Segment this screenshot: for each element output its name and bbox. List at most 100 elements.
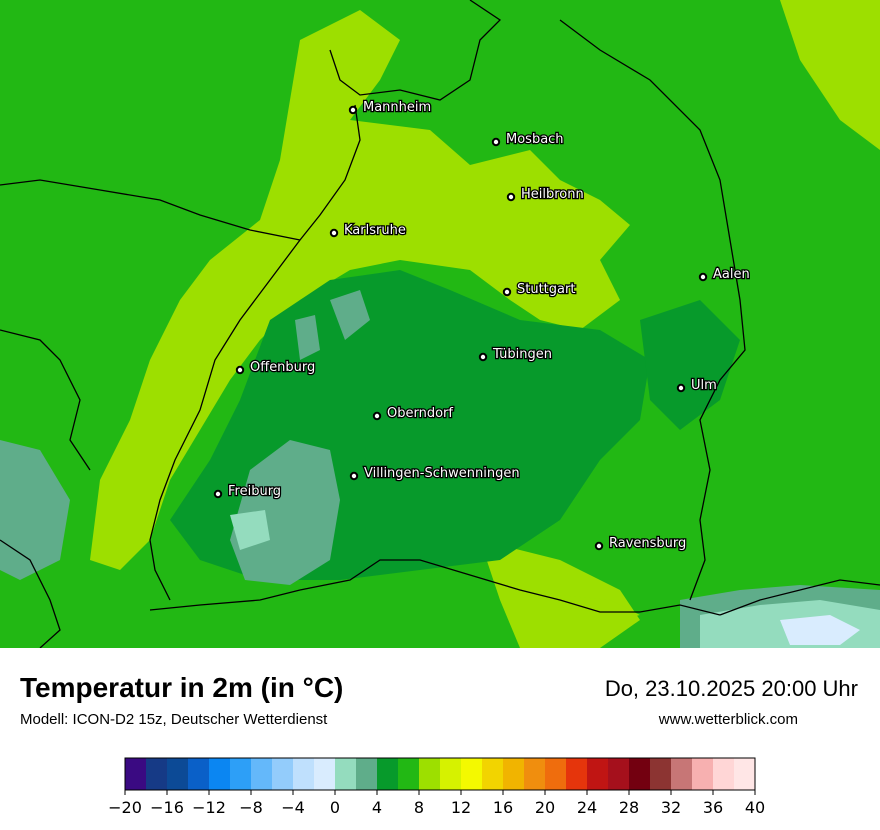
border-se	[719, 579, 880, 616]
legend-bin	[419, 758, 441, 790]
state-border-rhine	[149, 104, 361, 601]
legend-tick-label: −4	[281, 798, 305, 817]
legend-bin	[272, 758, 294, 790]
legend-tick-label: 28	[619, 798, 639, 817]
legend-tick-label: 40	[745, 798, 765, 817]
legend-bin	[314, 758, 336, 790]
city-label: Karlsruhe	[344, 223, 406, 238]
map-title: Temperatur in 2m (in °C)	[20, 672, 344, 703]
city-marker: Stuttgart	[502, 281, 577, 298]
city-marker: Heilbronn	[506, 186, 585, 203]
warm-patch-ne	[780, 0, 880, 150]
legend-tick-label: 32	[661, 798, 681, 817]
city-dot	[676, 383, 686, 393]
swabian-alb-cool-area	[640, 300, 740, 430]
rhine-valley-warm-area	[90, 10, 630, 570]
highland-patch-2	[330, 290, 370, 340]
city-marker: Ulm	[676, 377, 718, 394]
city-marker: Ravensburg	[594, 535, 688, 552]
state-border-east	[559, 19, 746, 601]
legend-bin	[377, 758, 399, 790]
city-marker: Freiburg	[213, 483, 282, 500]
city-dot	[594, 541, 604, 551]
highland-patch-3	[295, 315, 320, 360]
city-marker: Tübingen	[478, 346, 553, 363]
city-dot	[491, 137, 501, 147]
legend-tick-label: 16	[493, 798, 513, 817]
city-label: Villingen-Schwenningen	[364, 466, 520, 481]
city-label: Aalen	[713, 267, 750, 282]
city-label: Heilbronn	[521, 187, 584, 202]
legend-tick-label: 20	[535, 798, 555, 817]
legend-tick-label: 12	[451, 798, 471, 817]
legend-frame	[124, 757, 756, 791]
city-dot	[506, 192, 516, 202]
city-label: Oberndorf	[387, 406, 453, 421]
legend-bin	[398, 758, 420, 790]
legend-tick-label: −20	[108, 798, 142, 817]
model-source: Modell: ICON-D2 15z, Deutscher Wetterdie…	[20, 711, 328, 728]
legend-bin	[671, 758, 693, 790]
legend-bin	[566, 758, 588, 790]
legend-bin	[251, 758, 273, 790]
legend-bin	[335, 758, 357, 790]
city-dot	[349, 471, 359, 481]
border-sw	[0, 539, 61, 648]
temperature-map: Mannheim Mosbach Heilbronn Karlsruhe Aalen St…	[0, 0, 880, 648]
legend-bin	[545, 758, 567, 790]
legend-bin	[713, 758, 735, 790]
website-link[interactable]: www.wetterblick.com	[658, 711, 798, 728]
legend-tick-label: 36	[703, 798, 723, 817]
legend-color-bins	[124, 757, 756, 791]
feldberg-coolest-area	[230, 510, 270, 550]
alps-cold-area	[780, 615, 860, 645]
legend-tick-labels: −20 −16 −12 −8 −4 0 4 8 12 16 20 24 28 32 36 40	[108, 790, 765, 817]
highland-cooler-area	[230, 440, 340, 585]
legend-bin	[209, 758, 231, 790]
legend-bin	[587, 758, 609, 790]
city-marker: Offenburg	[235, 359, 317, 376]
border-saarland	[0, 179, 301, 241]
city-dot	[372, 411, 382, 421]
city-dot	[348, 105, 358, 115]
city-label: Ulm	[691, 378, 717, 393]
city-label: Stuttgart	[517, 282, 575, 297]
legend-bin	[230, 758, 252, 790]
legend-bin	[188, 758, 210, 790]
color-legend: −20 −16 −12 −8 −4 0 4 8 12 16 20 24 28 32 36 40	[108, 757, 765, 817]
city-marker: Mannheim	[348, 99, 432, 116]
legend-tick-label: 8	[414, 798, 424, 817]
city-marker: Villingen-Schwenningen	[349, 465, 521, 482]
city-label: Offenburg	[250, 360, 315, 375]
city-marker: Aalen	[698, 266, 751, 283]
legend-tick-label: 0	[330, 798, 340, 817]
city-dot	[698, 272, 708, 282]
legend-tick-label: −12	[192, 798, 226, 817]
city-label: Mannheim	[363, 100, 431, 115]
city-dot	[502, 287, 512, 297]
city-dot	[478, 352, 488, 362]
lake-constance-area	[560, 595, 640, 625]
city-marker: Mosbach	[491, 131, 565, 148]
legend-tick-label: −16	[150, 798, 184, 817]
city-dot	[235, 365, 245, 375]
legend-bin	[293, 758, 315, 790]
border-west	[0, 329, 91, 471]
legend-bin	[503, 758, 525, 790]
legend-bin	[524, 758, 546, 790]
city-dot	[329, 228, 339, 238]
legend-bin	[146, 758, 168, 790]
legend-bin	[692, 758, 714, 790]
national-border-south	[149, 559, 721, 616]
legend-bin	[125, 758, 147, 790]
borders	[0, 0, 880, 648]
city-label: Tübingen	[492, 347, 552, 362]
vosges-cool-area	[0, 440, 70, 580]
legend-tick-label: 4	[372, 798, 382, 817]
legend-bin	[650, 758, 672, 790]
city-marker: Oberndorf	[372, 405, 455, 422]
legend-bin	[440, 758, 462, 790]
legend-bin	[629, 758, 651, 790]
city-marker: Karlsruhe	[329, 222, 407, 239]
legend-bin	[608, 758, 630, 790]
